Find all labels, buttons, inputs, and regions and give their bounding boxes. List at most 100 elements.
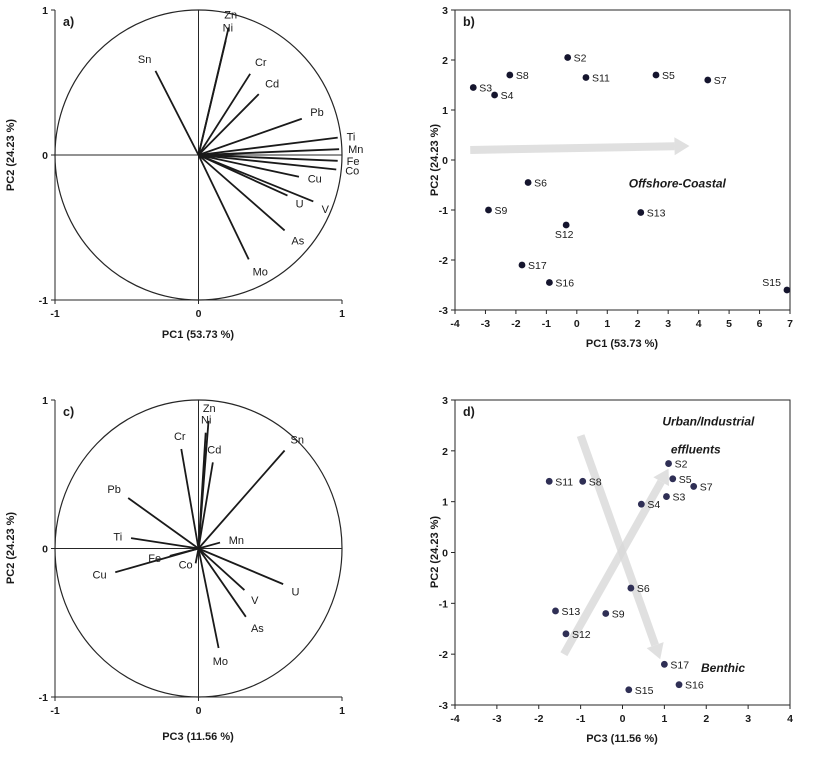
score-label-S16: S16 bbox=[555, 278, 574, 290]
score-label-S3: S3 bbox=[672, 492, 685, 504]
loading-label-Cd: Cd bbox=[265, 79, 279, 91]
score-point-S2 bbox=[564, 54, 572, 61]
x-tick-label: 0 bbox=[196, 308, 202, 320]
y-tick-label: -3 bbox=[439, 700, 448, 712]
score-label-S17: S17 bbox=[528, 260, 547, 272]
x-tick-label: 1 bbox=[339, 308, 345, 320]
score-point-S11 bbox=[582, 74, 590, 81]
trend-arrow bbox=[576, 434, 664, 660]
score-label-S4: S4 bbox=[501, 90, 514, 102]
loading-vector-V bbox=[197, 547, 246, 591]
y-tick-label: -2 bbox=[439, 649, 448, 661]
score-label-S7: S7 bbox=[714, 75, 727, 87]
loading-vector-Sn bbox=[197, 449, 286, 550]
loading-vector-Pb bbox=[127, 497, 200, 550]
score-label-S11: S11 bbox=[555, 476, 573, 488]
x-tick-label: 4 bbox=[696, 318, 702, 330]
score-point-S15 bbox=[783, 286, 791, 294]
score-label-S3: S3 bbox=[479, 83, 492, 95]
x-tick-label: -2 bbox=[534, 713, 543, 725]
loading-label-V: V bbox=[251, 595, 259, 607]
score-label-S9: S9 bbox=[612, 609, 625, 621]
score-label-S4: S4 bbox=[647, 499, 660, 511]
y-tick-label: 1 bbox=[442, 105, 448, 117]
loading-vector-Fe bbox=[198, 154, 338, 162]
loading-vector-Co bbox=[198, 154, 337, 171]
loading-label-Mo: Mo bbox=[253, 267, 268, 279]
arrow-shaft bbox=[560, 479, 665, 657]
score-label-S11: S11 bbox=[592, 73, 610, 85]
loading-label-Pb: Pb bbox=[107, 484, 120, 496]
loading-label-As: As bbox=[291, 235, 304, 247]
score-point-S6 bbox=[627, 584, 635, 592]
loading-label-Cu: Cu bbox=[308, 174, 322, 186]
y-axis-title: PC2 (24.23 %) bbox=[430, 516, 441, 588]
loading-label-Mn: Mn bbox=[229, 535, 244, 547]
panel-c-loadings-plot: -1 0 1 -1 0 1 Zn Ni Cr Cd Sn Pb Ti Mn Fe Co Cu V U As Mo c) PC… bbox=[0, 390, 382, 771]
y-axis-title: PC2 (24.23 %) bbox=[5, 119, 17, 191]
arrow-head-icon bbox=[653, 468, 670, 487]
score-point-S5 bbox=[669, 475, 677, 483]
panel-label: a) bbox=[63, 15, 74, 29]
annotation: Urban/Industrial bbox=[662, 414, 755, 428]
score-label-S2: S2 bbox=[574, 53, 587, 65]
score-point-S4 bbox=[637, 500, 645, 508]
x-tick-label: 2 bbox=[703, 713, 709, 725]
loading-label-Pb: Pb bbox=[310, 107, 323, 119]
x-axis-title: PC1 (53.73 %) bbox=[586, 338, 658, 350]
loading-label-Ti: Ti bbox=[113, 532, 122, 544]
panel-label: c) bbox=[63, 405, 74, 419]
loading-vector-U bbox=[198, 547, 284, 585]
x-tick-label: 3 bbox=[745, 713, 751, 725]
y-tick-label: 2 bbox=[442, 446, 448, 458]
panel-label: b) bbox=[463, 15, 475, 29]
x-tick-label: -1 bbox=[50, 308, 59, 320]
score-label-S7: S7 bbox=[700, 481, 713, 493]
y-axis-title: PC2 (24.23 %) bbox=[430, 124, 441, 196]
score-point-S16 bbox=[675, 681, 683, 689]
loading-vector-Cu bbox=[198, 154, 300, 178]
y-tick-label: -1 bbox=[439, 598, 448, 610]
annotation: Offshore-Coastal bbox=[629, 177, 727, 191]
score-label-S6: S6 bbox=[637, 583, 650, 595]
loading-label-Ni: Ni bbox=[201, 415, 211, 427]
score-point-S6 bbox=[524, 179, 532, 186]
score-label-S5: S5 bbox=[662, 70, 675, 82]
loading-label-Mo: Mo bbox=[213, 656, 228, 668]
x-tick-label: 4 bbox=[787, 713, 793, 725]
loading-label-U: U bbox=[296, 198, 304, 210]
x-tick-label: 0 bbox=[574, 318, 580, 330]
x-tick-label: -1 bbox=[542, 318, 551, 330]
score-point-S13 bbox=[552, 607, 559, 615]
score-point-S9 bbox=[602, 610, 610, 617]
score-label-S13: S13 bbox=[647, 208, 666, 220]
loading-vector-Pb bbox=[198, 117, 303, 156]
annotation: effluents bbox=[671, 442, 721, 456]
x-tick-label: 3 bbox=[665, 318, 671, 330]
loading-vector-Cr bbox=[180, 448, 200, 549]
x-tick-label: 5 bbox=[726, 318, 732, 330]
y-axis-title: PC2 (24.23 %) bbox=[5, 512, 17, 584]
y-tick-label: 3 bbox=[442, 5, 448, 17]
x-tick-label: 7 bbox=[787, 318, 793, 330]
loading-label-Co: Co bbox=[179, 559, 193, 571]
loading-vector-Cr bbox=[197, 73, 251, 156]
panel-b-scores-plot: -4 -3 -2 -1 0 1 2 3 4 5 6 7 -3 -2 -1 0 1 2 3 S2 S8 S11 S5 S7 S3 S… bbox=[429, 0, 813, 367]
loading-vector-Cu bbox=[115, 547, 199, 574]
score-label-S8: S8 bbox=[516, 70, 529, 82]
y-tick-label: 3 bbox=[442, 395, 448, 407]
annotation: Benthic bbox=[701, 661, 745, 675]
arrow-head-icon bbox=[646, 642, 664, 660]
score-point-S17 bbox=[660, 660, 668, 668]
loading-vector-Cd bbox=[197, 462, 214, 549]
y-tick-label: 0 bbox=[42, 544, 48, 556]
x-axis-title: PC3 (11.56 %) bbox=[586, 733, 658, 745]
y-tick-label: -1 bbox=[439, 205, 448, 217]
score-point-S3 bbox=[469, 84, 477, 91]
y-tick-label: -1 bbox=[39, 692, 48, 704]
score-point-S13 bbox=[637, 209, 645, 216]
y-tick-label: 0 bbox=[42, 150, 48, 162]
